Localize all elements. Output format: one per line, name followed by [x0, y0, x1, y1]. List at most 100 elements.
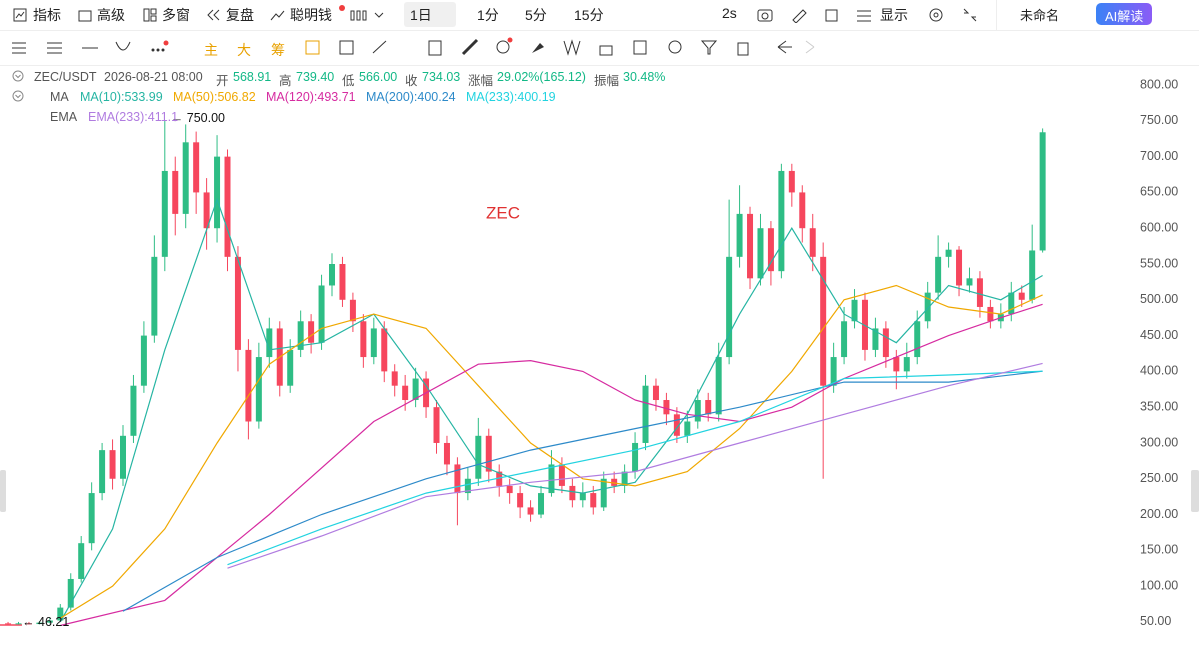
tool[interactable]: 主 [204, 42, 218, 58]
candle-body [151, 256, 158, 336]
candle-body [46, 620, 53, 623]
y-tick-label: 500.00 [1140, 292, 1178, 306]
ma-line [227, 362, 1043, 569]
menu-item[interactable]: 指标 [33, 7, 61, 23]
candle-body [673, 414, 680, 436]
candle-body [652, 385, 659, 401]
candle-body [370, 328, 377, 358]
ai-button-label[interactable]: AI解读 [1105, 9, 1144, 24]
icon [78, 10, 92, 22]
candle-body [454, 464, 461, 494]
y-tick-label: 400.00 [1140, 364, 1178, 378]
candle-body [726, 256, 733, 358]
candle-body [569, 485, 576, 501]
candle-body [182, 142, 189, 214]
candle-body [485, 435, 492, 472]
candle-body [966, 278, 973, 286]
menu-item[interactable]: 多窗 [162, 7, 190, 23]
layout-name[interactable]: 未命名 [1020, 8, 1060, 23]
candle-body [694, 400, 701, 422]
candle-body [976, 278, 983, 307]
refresh[interactable]: 2s [722, 5, 737, 21]
candle-body [778, 170, 785, 272]
y-tick-label: 700.00 [1140, 149, 1178, 163]
interval[interactable]: 15分 [574, 7, 604, 23]
candle-body [684, 421, 691, 436]
field-value: 568.91 [233, 70, 272, 84]
tool[interactable]: 大 [237, 42, 251, 58]
candle-body [412, 378, 419, 401]
candle-body [391, 371, 398, 386]
ma-item: MA(233):400.19 [466, 90, 556, 104]
menu-item[interactable]: 复盘 [226, 7, 254, 23]
scroll-handle[interactable] [0, 470, 6, 512]
candle-body [245, 349, 252, 422]
y-tick-label: 250.00 [1140, 471, 1178, 485]
candle-body [360, 321, 367, 358]
interval[interactable]: 1分 [477, 7, 499, 23]
interval[interactable]: 5分 [525, 7, 547, 23]
interval-selected[interactable] [404, 2, 456, 27]
min-label: ← 46.21 [22, 615, 69, 629]
field-value: 30.48% [623, 70, 666, 84]
candle-body [924, 292, 931, 322]
icon [143, 8, 157, 22]
candle-body [642, 385, 649, 443]
candle-body [266, 328, 273, 358]
scroll-handle[interactable] [1191, 470, 1199, 512]
y-tick-label: 200.00 [1140, 507, 1178, 521]
candle-body [956, 249, 963, 286]
ai-button[interactable] [1096, 3, 1152, 25]
candle-body [193, 142, 200, 193]
candle-body [140, 335, 147, 386]
candle-body [872, 328, 879, 350]
ma-item: MA(200):400.24 [366, 90, 456, 104]
collapse-icon[interactable] [12, 90, 24, 105]
collapse-icon[interactable] [12, 70, 24, 85]
tool[interactable]: 筹 [271, 42, 285, 58]
candle-body [935, 256, 942, 293]
candle-body [893, 357, 900, 372]
candle-body [224, 156, 231, 257]
field-label: 低 [342, 74, 355, 88]
display[interactable]: 显示 [880, 7, 908, 23]
field-label: 开 [216, 74, 229, 88]
tool-icons [305, 37, 815, 56]
candle-body [402, 385, 409, 401]
candle-body [830, 357, 837, 386]
max-label: ← 750.00 [171, 111, 225, 125]
candle-body [130, 385, 137, 436]
candle-body [78, 543, 85, 579]
drawing-toolbar: 主 大 筹 [0, 31, 1199, 66]
candle-body [349, 299, 356, 322]
icons [757, 9, 871, 23]
candle-body [339, 264, 346, 300]
candle-body [747, 213, 754, 279]
time: 2026-08-21 08:00 [104, 70, 203, 84]
candle-body [736, 213, 743, 257]
field-value: 29.02%(165.12) [497, 70, 586, 84]
menu-item[interactable]: 高级 [97, 7, 125, 23]
ma-item: MA(50):506.82 [173, 90, 256, 104]
field-label: 收 [405, 74, 418, 88]
candle-body [1039, 132, 1046, 251]
ma-line [122, 370, 1043, 612]
candle-body [433, 407, 440, 443]
candle-body [945, 249, 952, 257]
ma-line [59, 284, 1043, 619]
candle-body [381, 328, 388, 372]
candle-body [203, 192, 210, 229]
candle-body [705, 400, 712, 415]
candle-body [788, 170, 795, 193]
candle-body [506, 485, 513, 494]
ema-item: EMA(233):411.1 [88, 110, 179, 124]
candle-body [109, 450, 116, 479]
interval[interactable]: 1日 [410, 7, 432, 23]
icon [12, 90, 24, 102]
menu-item[interactable]: 聪明钱 [290, 7, 332, 23]
y-tick-label: 600.00 [1140, 221, 1178, 235]
candle-body [88, 493, 95, 544]
y-tick-label: 450.00 [1140, 328, 1178, 342]
y-tick-label: 800.00 [1140, 77, 1178, 91]
